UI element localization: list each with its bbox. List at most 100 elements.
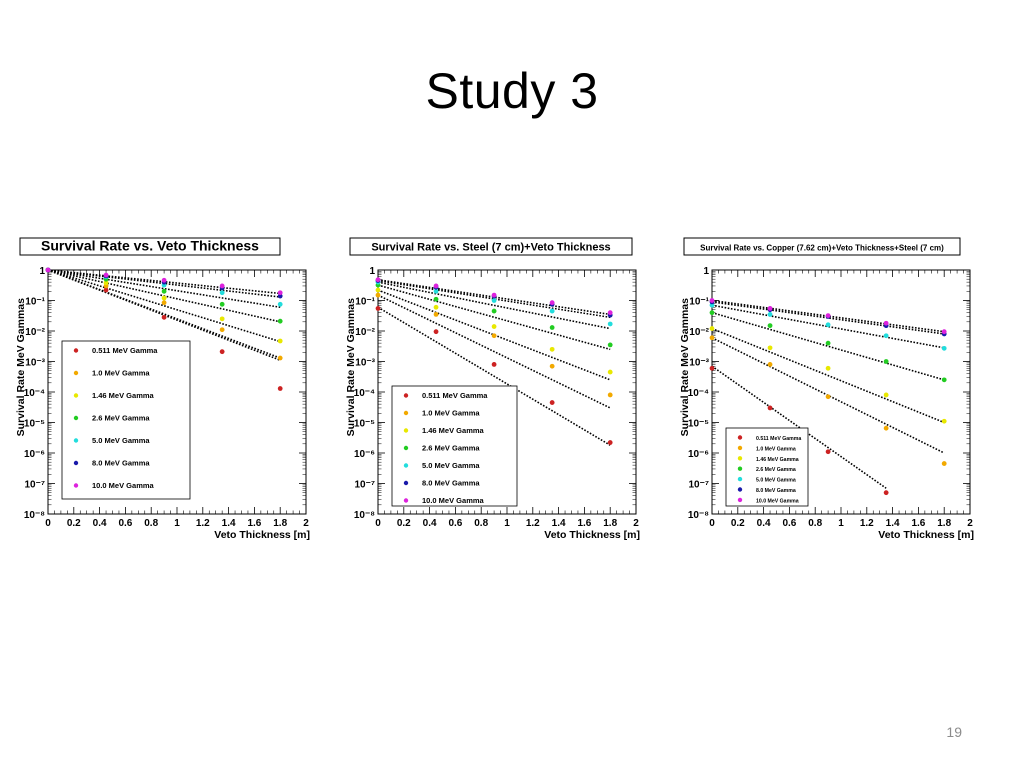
data-point [219,349,225,355]
legend-label: 2.6 MeV Gamma [92,414,150,423]
data-point [103,280,109,286]
y-axis-label: Survival Rate MeV Gammas [15,298,27,436]
legend-label: 1.46 MeV Gamma [422,426,485,435]
legend-box [61,340,191,500]
legend-label: 8.0 MeV Gamma [92,459,150,468]
legend-marker [737,497,743,503]
legend-marker [737,435,743,440]
fit-line [711,365,887,489]
data-point [549,346,555,352]
data-point [825,313,831,318]
page-number: 19 [946,724,962,740]
data-point [103,272,109,278]
legend-label: 1.0 MeV Gamma [92,369,150,378]
x-tick-label: 2 [633,518,639,529]
y-tick-label: 10⁻⁴ [354,388,375,399]
legend-marker [73,483,79,488]
y-tick-label: 1 [39,266,45,277]
data-point [767,405,773,411]
legend-label: 0.511 MeV Gamma [92,346,158,355]
chart-title: Survival Rate vs. Copper (7.62 cm)+Veto … [700,244,944,253]
y-tick-label: 1 [703,266,709,277]
data-point [825,394,831,400]
data-point [709,310,715,316]
fit-line [711,299,945,333]
legend-marker [403,410,409,416]
data-point [941,461,947,466]
y-tick-label: 10⁻⁸ [24,510,45,521]
data-point [709,302,715,308]
legend-label: 0.511 MeV Gamma [422,391,488,400]
legend-label: 5.0 MeV Gamma [92,436,150,445]
data-point [607,321,613,327]
x-tick-label: 0.6 [448,518,462,529]
data-point [161,300,167,306]
chart-copper-veto-steel: Survival Rate vs. Copper (7.62 cm)+Veto … [676,236,996,551]
y-tick-label: 10⁻¹ [355,297,375,308]
data-point [767,323,773,329]
x-tick-label: 0.6 [118,518,132,529]
y-tick-label: 10⁻⁵ [688,419,709,430]
data-point [375,287,381,293]
x-tick-label: 0.4 [423,518,437,529]
y-tick-label: 10⁻³ [25,358,45,369]
data-point [103,287,109,293]
fit-line [377,281,611,330]
x-tick-label: 0 [709,518,715,529]
data-point [219,290,225,296]
x-tick-label: 0.2 [731,518,745,529]
y-tick-label: 10⁻⁶ [688,449,709,460]
x-tick-label: 0.6 [782,518,796,529]
x-tick-label: 1.4 [552,518,566,529]
chart-steel-veto: Survival Rate vs. Steel (7 cm)+Veto Thic… [342,236,662,551]
data-point [549,400,555,405]
x-tick-label: 1 [838,518,844,529]
data-point [825,322,831,328]
y-tick-label: 10⁻² [355,327,375,338]
x-tick-label: 1.8 [603,518,617,529]
data-point [825,340,831,346]
data-point [883,333,889,339]
y-tick-label: 1 [369,266,375,277]
legend-label: 10.0 MeV Gamma [422,496,485,505]
x-tick-label: 0 [375,518,381,529]
data-point [941,377,947,383]
y-tick-label: 10⁻² [25,327,45,338]
data-point [549,325,555,330]
data-point [491,324,497,329]
data-point [277,290,283,296]
legend-box [391,385,518,507]
data-point [941,329,947,335]
legend-marker [403,480,409,486]
data-point [277,355,283,361]
y-tick-label: 10⁻⁶ [354,449,375,460]
legend-marker [73,415,79,421]
fit-line [377,294,611,409]
data-point [375,292,381,298]
x-tick-label: 0.4 [93,518,107,529]
chart-svg: Survival Rate vs. Veto Thickness 0 0.2 0.4 0… [15,237,310,541]
data-point [433,288,439,294]
y-tick-label: 10⁻⁷ [24,480,45,491]
y-tick-label: 10⁻¹ [25,297,45,308]
x-tick-label: 1.6 [911,518,925,529]
legend-marker [73,348,79,353]
x-axis-label: Veto Thickness [m] [878,529,974,541]
x-tick-label: 2 [303,518,309,529]
legend-marker [73,393,79,398]
fit-line [711,301,945,335]
legend-label: 2.6 MeV Gamma [422,444,480,453]
data-point [825,365,831,371]
x-tick-label: 1.8 [937,518,951,529]
legend-label: 1.0 MeV Gamma [422,409,480,418]
x-tick-label: 1 [174,518,180,529]
legend-marker [403,445,409,451]
data-point [277,338,283,344]
data-point [549,308,555,314]
data-point [433,329,439,335]
legend-label: 10.0 MeV Gamma [92,481,155,490]
data-point [491,362,497,367]
legend-marker [403,463,409,468]
chart-title-box [683,237,961,256]
x-tick-label: 1.2 [196,518,210,529]
